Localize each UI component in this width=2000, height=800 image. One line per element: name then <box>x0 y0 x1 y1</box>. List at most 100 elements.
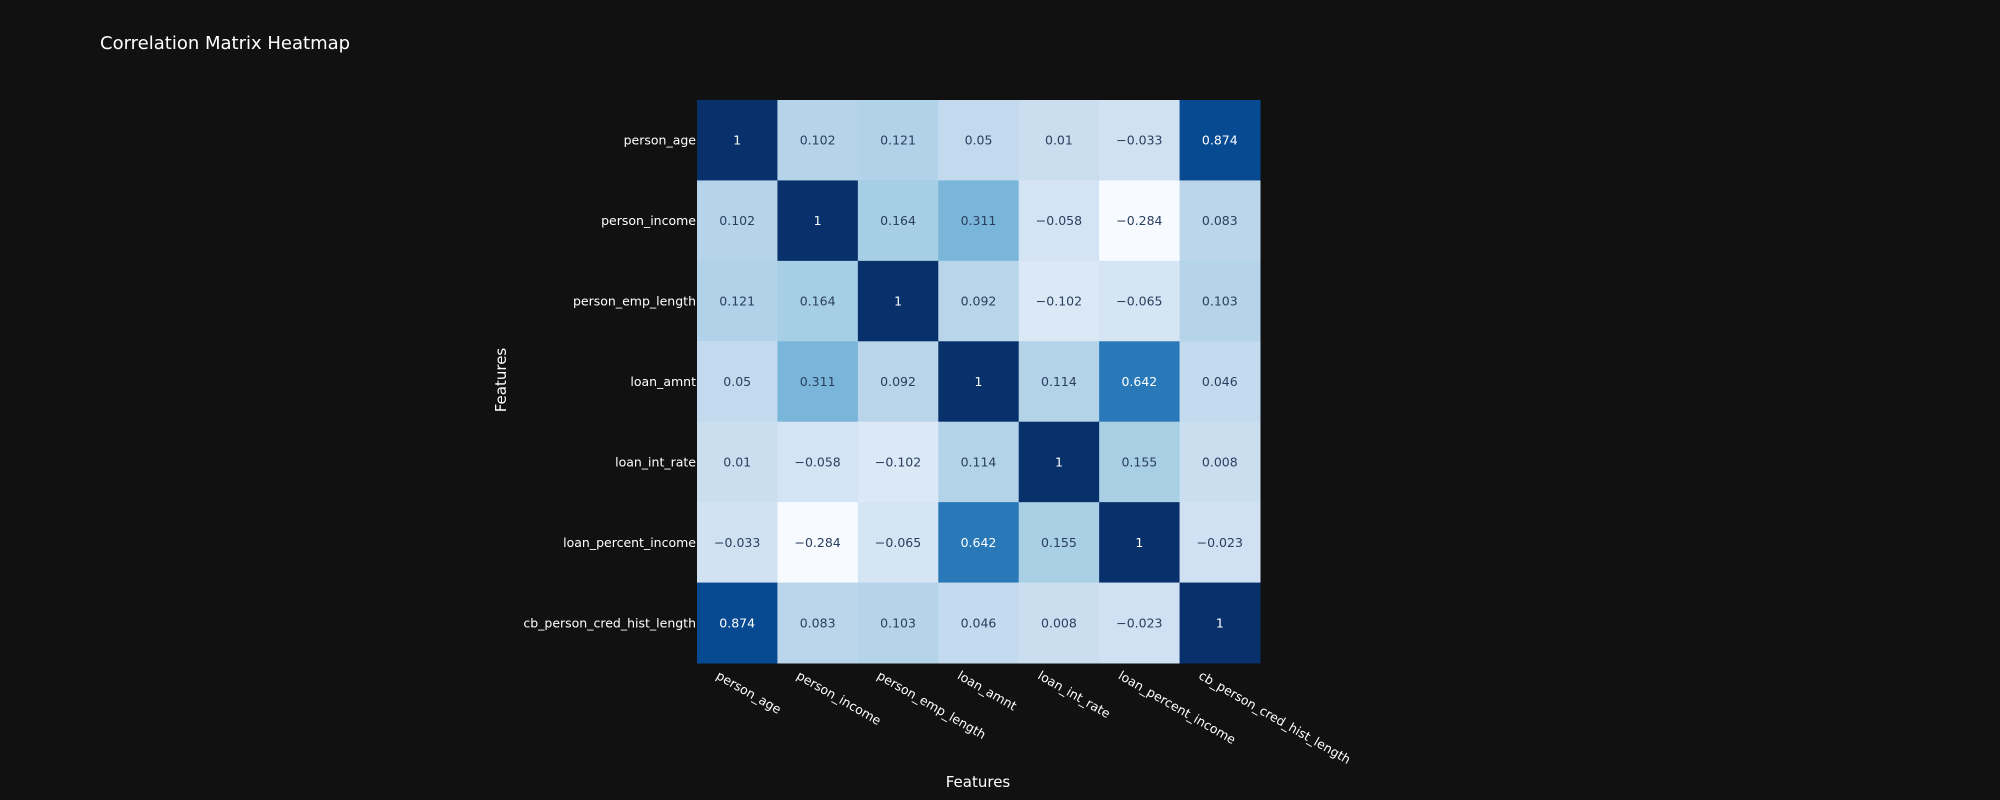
heatmap-cell <box>857 260 939 342</box>
heatmap-cell <box>1018 502 1100 584</box>
heatmap-cell-label: 1 <box>894 294 902 309</box>
heatmap-cell-label: −0.033 <box>714 535 760 550</box>
x-axis-title: Features <box>946 773 1011 791</box>
heatmap-cell-label: −0.284 <box>1116 213 1162 228</box>
heatmap-cell-label: −0.284 <box>795 535 841 550</box>
heatmap-cell <box>697 502 778 584</box>
heatmap-cell-label: 0.155 <box>1041 535 1077 550</box>
heatmap-cell-label: 0.114 <box>1041 374 1077 389</box>
heatmap-cell-label: 1 <box>1216 615 1224 630</box>
heatmap-cell-label: 1 <box>814 213 822 228</box>
heatmap-cell-label: 0.046 <box>961 615 997 630</box>
heatmap-cell <box>938 582 1020 664</box>
heatmap-cell-label: 0.311 <box>800 374 836 389</box>
heatmap-cell <box>938 180 1020 262</box>
heatmap-cell <box>857 341 939 423</box>
heatmap-cell-label: 0.083 <box>800 615 836 630</box>
heatmap-cell <box>938 421 1020 503</box>
heatmap-cell-label: 0.103 <box>1202 294 1238 309</box>
heatmap-cell-label: 0.05 <box>723 374 751 389</box>
heatmap-cell <box>697 180 778 262</box>
heatmap-cell-label: 0.083 <box>1202 213 1238 228</box>
heatmap-cell-label: 0.874 <box>719 615 755 630</box>
y-tick-label: loan_percent_income <box>563 535 696 550</box>
heatmap-cell-label: −0.023 <box>1197 535 1243 550</box>
heatmap-cell <box>777 582 859 664</box>
heatmap-cell-label: −0.102 <box>1036 294 1082 309</box>
heatmap-cell-label: 0.121 <box>719 294 755 309</box>
heatmap-cell-label: 0.642 <box>961 535 997 550</box>
heatmap-cell-label: 0.05 <box>965 133 993 148</box>
heatmap-cell <box>777 260 859 342</box>
y-tick-label: loan_amnt <box>630 374 696 389</box>
heatmap-cell <box>697 582 778 664</box>
heatmap-cell <box>1018 341 1100 423</box>
heatmap-cell-label: −0.065 <box>1116 294 1162 309</box>
heatmap-cell-label: 0.102 <box>719 213 755 228</box>
heatmap-cell <box>777 421 859 503</box>
heatmap-cell <box>1099 100 1181 181</box>
heatmap-cell-label: 0.164 <box>880 213 916 228</box>
heatmap-cell-label: −0.033 <box>1116 133 1162 148</box>
heatmap-cell-label: 1 <box>733 133 741 148</box>
heatmap-cell-label: 0.092 <box>880 374 916 389</box>
heatmap-cell <box>697 260 778 342</box>
heatmap-cell-label: 0.114 <box>961 454 997 469</box>
heatmap-cells <box>697 100 1261 664</box>
heatmap-cell <box>1179 421 1261 503</box>
heatmap-cell-label: 0.008 <box>1041 615 1077 630</box>
heatmap-cell-label: 0.874 <box>1202 133 1238 148</box>
heatmap-cell <box>1179 180 1261 262</box>
heatmap-cell-label: 0.008 <box>1202 454 1238 469</box>
heatmap-cell <box>1099 421 1181 503</box>
heatmap-cell-label: 0.046 <box>1202 374 1238 389</box>
heatmap-cell-label: 1 <box>1135 535 1143 550</box>
heatmap-cell <box>777 502 859 584</box>
heatmap-cell-label: 0.103 <box>880 615 916 630</box>
y-tick-label: person_age <box>624 133 697 148</box>
heatmap-cell <box>938 260 1020 342</box>
heatmap-cell <box>1179 582 1261 664</box>
heatmap-cell-label: 0.102 <box>800 133 836 148</box>
heatmap-cell-label: −0.058 <box>1036 213 1082 228</box>
heatmap-cell-label: −0.102 <box>875 454 921 469</box>
heatmap-cell <box>1018 180 1100 262</box>
heatmap-cell <box>1099 341 1181 423</box>
heatmap-cell-label: 0.155 <box>1121 454 1157 469</box>
heatmap-cell-label: 1 <box>1055 454 1063 469</box>
heatmap-cell <box>857 421 939 503</box>
y-tick-label: person_emp_length <box>573 294 696 309</box>
heatmap-cell-label: −0.023 <box>1116 615 1162 630</box>
heatmap-cell-label: 0.642 <box>1121 374 1157 389</box>
heatmap-cell <box>938 502 1020 584</box>
heatmap-cell <box>1099 260 1181 342</box>
heatmap-cell-label: 0.092 <box>961 294 997 309</box>
heatmap-cell <box>1018 260 1100 342</box>
heatmap-cell <box>857 502 939 584</box>
heatmap-cell-label: 1 <box>975 374 983 389</box>
heatmap-cell <box>1099 502 1181 584</box>
heatmap-cell <box>857 180 939 262</box>
y-tick-label: loan_int_rate <box>615 454 696 469</box>
heatmap-cell <box>1179 260 1261 342</box>
heatmap-cell-label: −0.058 <box>795 454 841 469</box>
heatmap-cell <box>777 100 859 181</box>
heatmap-cell-labels: 1 0.102 0.121 0.05 0.01 −0.033 0.874 0.102 1 0.16… <box>714 133 1243 631</box>
heatmap-cell <box>697 100 778 181</box>
heatmap-cell <box>938 341 1020 423</box>
y-axis-title: Features <box>492 348 510 413</box>
heatmap-cell <box>1099 180 1181 262</box>
heatmap-cell <box>857 100 939 181</box>
heatmap-cell-label: 0.311 <box>961 213 997 228</box>
heatmap-cell <box>777 341 859 423</box>
heatmap-cell <box>1179 502 1261 584</box>
heatmap-cell <box>1018 421 1100 503</box>
y-tick-label: person_income <box>601 213 696 228</box>
heatmap-cell <box>777 180 859 262</box>
chart-title: Correlation Matrix Heatmap <box>100 33 350 54</box>
heatmap-cell <box>1179 341 1261 423</box>
heatmap-cell <box>1099 582 1181 664</box>
heatmap-cell <box>1179 100 1261 181</box>
y-tick-label: cb_person_cred_hist_length <box>523 615 696 630</box>
